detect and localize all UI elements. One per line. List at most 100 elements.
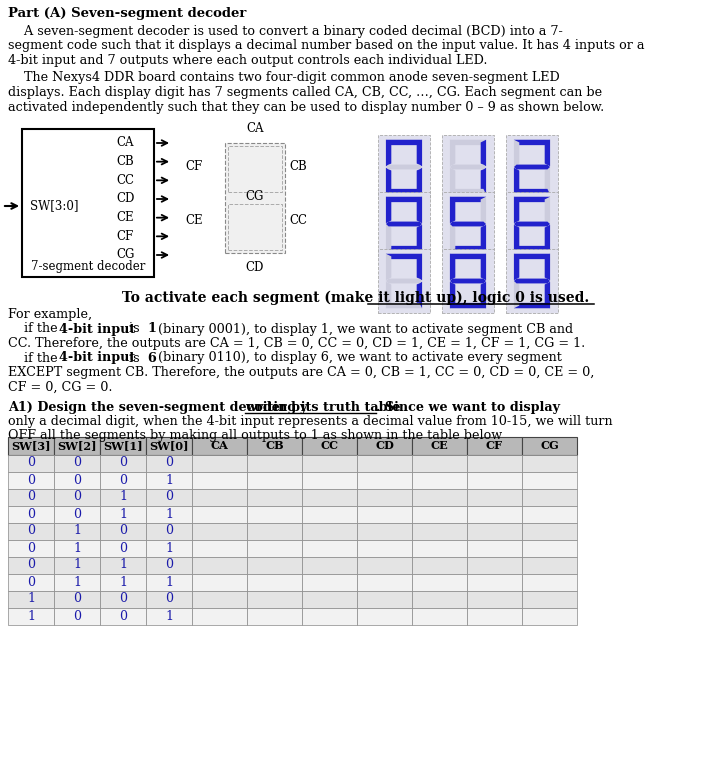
Bar [302,573,357,590]
Bar [412,522,467,539]
Text: 7-segment decoder: 7-segment decoder [31,260,145,273]
Text: CE: CE [431,440,448,451]
Text: 0: 0 [119,456,127,470]
Bar [54,590,100,608]
Bar [192,522,247,539]
Bar [100,436,146,454]
Polygon shape [545,139,550,166]
Text: if the: if the [8,352,61,365]
Text: 1: 1 [165,474,173,486]
Text: is: is [125,323,143,335]
Text: The Nexys4 DDR board contains two four-digit common anode seven-segment LED: The Nexys4 DDR board contains two four-d… [8,71,560,85]
Bar [302,489,357,506]
Bar [54,436,100,454]
Text: 1: 1 [27,609,35,622]
Bar [412,471,467,489]
Bar [100,471,146,489]
Bar [54,506,100,522]
Text: 0: 0 [165,558,173,572]
Text: 0: 0 [119,525,127,537]
Bar [8,489,54,506]
Bar [357,573,412,590]
Bar [146,506,192,522]
Bar [247,557,302,573]
Bar [412,557,467,573]
Text: CG: CG [540,440,559,451]
Bar [506,135,558,200]
Polygon shape [481,254,486,280]
Polygon shape [450,282,456,309]
Bar [357,471,412,489]
Bar [467,539,522,557]
Polygon shape [514,139,550,145]
Text: SW[1]: SW[1] [103,440,143,451]
Bar [506,192,558,257]
Text: 1: 1 [119,490,127,503]
Text: SW[2]: SW[2] [57,440,97,451]
Text: CE: CE [116,211,133,224]
Text: 1: 1 [119,507,127,521]
Bar [467,557,522,573]
Polygon shape [386,254,391,280]
Polygon shape [481,197,486,223]
Bar [302,436,357,454]
Text: CC. Therefore, the outputs are CA = 1, CB = 0, CC = 0, CD = 1, CE = 1, CF = 1, C: CC. Therefore, the outputs are CA = 1, C… [8,337,585,350]
Text: 0: 0 [27,558,35,572]
Polygon shape [386,197,391,223]
Bar [302,608,357,625]
Text: 0: 0 [27,542,35,554]
Bar [357,522,412,539]
Bar [247,522,302,539]
Bar [302,590,357,608]
Text: 0: 0 [27,507,35,521]
Polygon shape [450,303,486,309]
Text: 4-bit input and 7 outputs where each output controls each individual LED.: 4-bit input and 7 outputs where each out… [8,54,488,67]
Bar [100,539,146,557]
Bar [522,557,577,573]
Text: displays. Each display digit has 7 segments called CA, CB, CC, …, CG. Each segme: displays. Each display digit has 7 segme… [8,86,602,99]
Text: 0: 0 [73,490,81,503]
Bar [522,590,577,608]
Bar [100,573,146,590]
Bar [100,608,146,625]
Bar [192,454,247,471]
Bar [146,471,192,489]
Bar [412,436,467,454]
Bar [247,489,302,506]
Polygon shape [450,197,486,202]
Polygon shape [514,222,550,226]
Text: CA: CA [246,122,264,135]
Polygon shape [386,189,422,194]
Bar [192,436,247,454]
Polygon shape [450,254,456,280]
Bar [302,506,357,522]
Text: . Since we want to display: . Since we want to display [376,400,560,413]
Bar [357,506,412,522]
Polygon shape [386,254,422,259]
Text: (binary 0110), to display 6, we want to activate every segment: (binary 0110), to display 6, we want to … [154,352,562,365]
Bar [378,248,430,313]
Bar [146,590,192,608]
Text: A seven-segment decoder is used to convert a binary coded decimal (BCD) into a 7: A seven-segment decoder is used to conve… [8,25,563,38]
Polygon shape [450,168,456,194]
Text: 1: 1 [165,609,173,622]
Bar [522,522,577,539]
Polygon shape [450,164,486,169]
Polygon shape [450,225,456,251]
Text: CC: CC [321,440,339,451]
Bar [100,506,146,522]
Bar [100,590,146,608]
Bar [8,454,54,471]
Text: SW[3:0]: SW[3:0] [30,200,78,212]
Text: only a decimal digit, when the 4-bit input represents a decimal value from 10-15: only a decimal digit, when the 4-bit inp… [8,415,612,428]
Text: 1: 1 [119,576,127,589]
Text: 0: 0 [73,456,81,470]
Text: if the: if the [8,323,61,335]
Text: 1: 1 [165,507,173,521]
Polygon shape [545,168,550,194]
Text: 1: 1 [119,558,127,572]
Bar [522,608,577,625]
Bar [54,557,100,573]
Text: CD: CD [246,261,265,274]
Bar [22,129,154,277]
